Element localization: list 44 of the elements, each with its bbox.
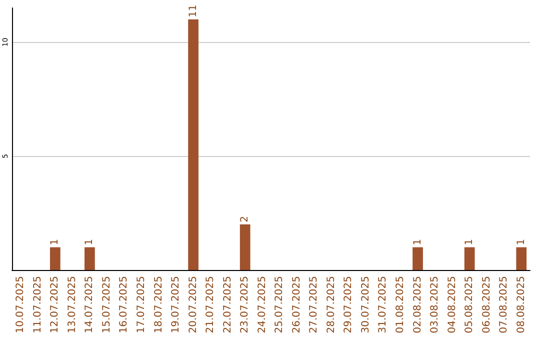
x-tick-label: 03.08.2025 (430, 276, 441, 334)
x-tick-label: 04.08.2025 (446, 276, 458, 334)
x-tick-label: 14.07.2025 (84, 276, 96, 334)
bar (412, 247, 423, 270)
x-tick-label: 18.07.2025 (153, 276, 164, 334)
x-tick-label: 27.07.2025 (308, 276, 320, 334)
x-tick-label: 16.07.2025 (118, 276, 130, 334)
x-tick-label: 26.07.2025 (291, 276, 302, 334)
x-tick-label: 07.08.2025 (498, 276, 510, 334)
x-tick-label: 19.07.2025 (170, 276, 182, 334)
x-tick-label: 20.07.2025 (188, 276, 199, 334)
x-tick-label: 23.07.2025 (240, 276, 251, 334)
x-tick-label: 24.07.2025 (256, 276, 268, 334)
data-label: 1 (464, 238, 476, 246)
x-tick-label: 13.07.2025 (66, 276, 78, 334)
x-tick-label: 10.07.2025 (15, 276, 26, 334)
data-label: 1 (516, 238, 527, 246)
x-tick-label: 06.08.2025 (481, 276, 492, 334)
bar (516, 247, 527, 270)
x-tick-label: 30.07.2025 (360, 276, 372, 334)
x-tick-label: 29.07.2025 (343, 276, 354, 334)
x-tick-label: 12.07.2025 (50, 276, 61, 334)
x-tick-label: 11.07.2025 (32, 276, 44, 334)
bar (50, 247, 60, 270)
bar (188, 19, 198, 270)
x-tick-label: 25.07.2025 (274, 276, 286, 334)
bar (84, 247, 95, 270)
bar (464, 247, 475, 270)
x-tick-label: 15.07.2025 (101, 276, 112, 334)
x-tick-label: 21.07.2025 (205, 276, 216, 334)
bar (240, 224, 250, 270)
x-tick-label: 22.07.2025 (222, 276, 234, 334)
x-tick-label: 31.07.2025 (378, 276, 389, 334)
data-label: 1 (50, 238, 61, 246)
data-label: 2 (240, 216, 251, 222)
x-tick-label: 17.07.2025 (136, 276, 147, 334)
data-label: 1 (84, 238, 96, 246)
x-tick-label: 28.07.2025 (326, 276, 337, 334)
x-tick-label: 05.08.2025 (464, 276, 476, 334)
data-label: 11 (188, 4, 199, 18)
x-tick-label: 02.08.2025 (412, 276, 424, 334)
x-tick-label: 01.08.2025 (395, 276, 406, 334)
x-tick-label: 08.08.2025 (516, 276, 527, 334)
data-label: 1 (412, 238, 424, 246)
